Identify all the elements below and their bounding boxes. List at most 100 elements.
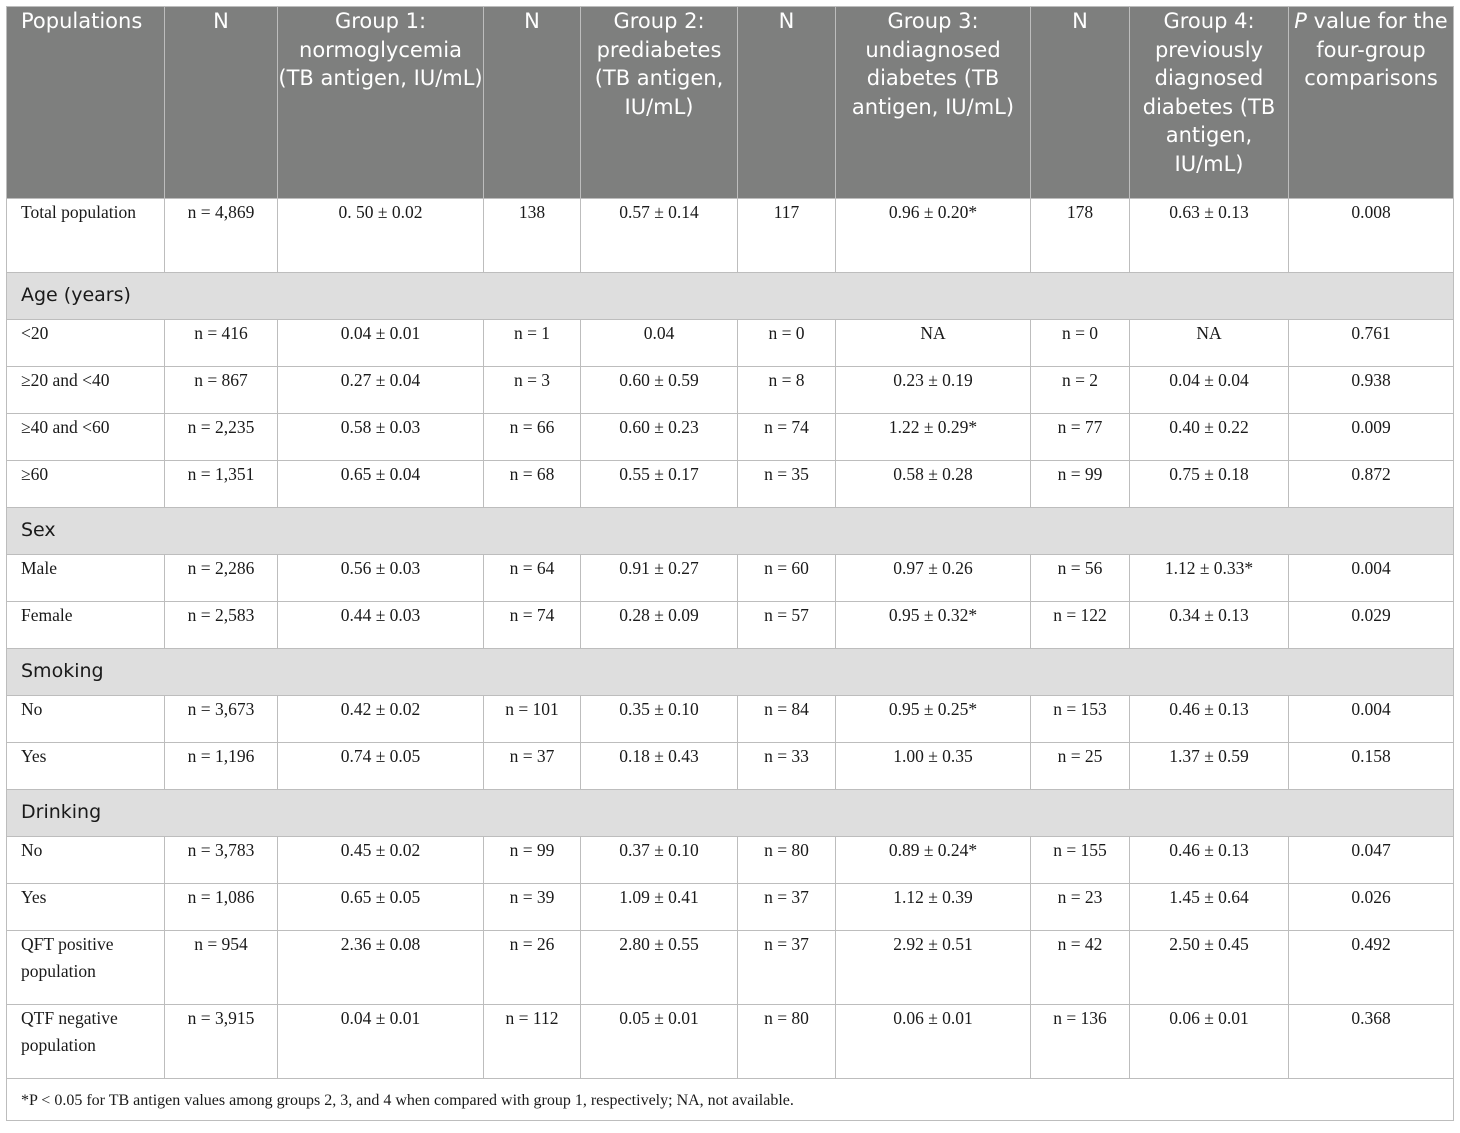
table-row: ≥40 and <60 n = 2,235 0.58 ± 0.03 n = 66 0.6… [6,413,1454,461]
cell-n-group1: n = 954 [164,930,278,1005]
cell-p-value: 0.004 [1288,554,1454,602]
cell-group4-value: 0.06 ± 0.01 [1129,1004,1289,1079]
cell-group3-value: 1.22 ± 0.29* [835,413,1031,461]
header-n-group3: N [737,6,836,199]
cell-group1-value: 0.74 ± 0.05 [277,742,484,790]
cell-group2-value: 2.80 ± 0.55 [580,930,738,1005]
cell-group1-value: 0.27 ± 0.04 [277,366,484,414]
cell-group1-value: 0.04 ± 0.01 [277,319,484,367]
cell-n-group2: n = 1 [483,319,581,367]
cell-group2-value: 0.37 ± 0.10 [580,836,738,884]
cell-group2-value: 0.60 ± 0.59 [580,366,738,414]
cell-n-group3: n = 80 [737,836,836,884]
cell-n-group4: n = 25 [1030,742,1130,790]
cell-n-group2: n = 99 [483,836,581,884]
cell-group4-value: 0.63 ± 0.13 [1129,198,1289,273]
cell-n-group4: n = 153 [1030,695,1130,743]
cell-population: ≥60 [6,460,165,508]
cell-n-group1: n = 1,086 [164,883,278,931]
table-row: Total population n = 4,869 0. 50 ± 0.02 138… [6,198,1454,273]
cell-n-group3: n = 35 [737,460,836,508]
cell-group2-value: 0.91 ± 0.27 [580,554,738,602]
cell-p-value: 0.029 [1288,601,1454,649]
cell-group3-value: 0.58 ± 0.28 [835,460,1031,508]
table-row: No n = 3,673 0.42 ± 0.02 n = 101 0.35 ± 0.10… [6,695,1454,743]
cell-population: ≥20 and <40 [6,366,165,414]
cell-population: Yes [6,742,165,790]
cell-n-group3: n = 57 [737,601,836,649]
cell-n-group4: n = 23 [1030,883,1130,931]
cell-n-group3: 117 [737,198,836,273]
header-group1: Group 1: normoglycemia (TB antigen, IU/m… [277,6,484,199]
cell-p-value: 0.872 [1288,460,1454,508]
cell-group1-value: 0.45 ± 0.02 [277,836,484,884]
cell-group2-value: 0.35 ± 0.10 [580,695,738,743]
table-body: Total population n = 4,869 0. 50 ± 0.02 138… [6,198,1454,1121]
cell-group1-value: 0.65 ± 0.04 [277,460,484,508]
cell-n-group4: n = 77 [1030,413,1130,461]
cell-group1-value: 0.65 ± 0.05 [277,883,484,931]
cell-n-group3: n = 8 [737,366,836,414]
cell-n-group3: n = 0 [737,319,836,367]
cell-group2-value: 0.60 ± 0.23 [580,413,738,461]
cell-p-value: 0.938 [1288,366,1454,414]
cell-n-group1: n = 867 [164,366,278,414]
cell-n-group1: n = 2,583 [164,601,278,649]
cell-population: Female [6,601,165,649]
cell-p-value: 0.008 [1288,198,1454,273]
cell-group3-value: 0.06 ± 0.01 [835,1004,1031,1079]
cell-n-group3: n = 74 [737,413,836,461]
cell-group4-value: 0.46 ± 0.13 [1129,695,1289,743]
cell-group2-value: 1.09 ± 0.41 [580,883,738,931]
cell-group4-value: 1.37 ± 0.59 [1129,742,1289,790]
cell-group3-value: 0.95 ± 0.32* [835,601,1031,649]
section-row: Drinking [6,789,1454,837]
cell-n-group4: n = 42 [1030,930,1130,1005]
cell-group1-value: 0.04 ± 0.01 [277,1004,484,1079]
cell-n-group1: n = 1,196 [164,742,278,790]
cell-group1-value: 0.58 ± 0.03 [277,413,484,461]
cell-n-group2: n = 66 [483,413,581,461]
cell-p-value: 0.158 [1288,742,1454,790]
cell-group4-value: 0.40 ± 0.22 [1129,413,1289,461]
cell-n-group4: n = 2 [1030,366,1130,414]
cell-population: QFT positive population [6,930,165,1005]
table-row: Female n = 2,583 0.44 ± 0.03 n = 74 0.28 ± 0… [6,601,1454,649]
section-row: Smoking [6,648,1454,696]
cell-p-value: 0.047 [1288,836,1454,884]
cell-n-group2: n = 112 [483,1004,581,1079]
tb-antigen-table: Populations N Group 1: normoglycemia (TB… [6,6,1454,1121]
cell-group4-value: 0.34 ± 0.13 [1129,601,1289,649]
cell-n-group2: 138 [483,198,581,273]
cell-n-group3: n = 84 [737,695,836,743]
cell-group3-value: 2.92 ± 0.51 [835,930,1031,1005]
cell-p-value: 0.026 [1288,883,1454,931]
cell-n-group1: n = 3,783 [164,836,278,884]
cell-group4-value: 0.04 ± 0.04 [1129,366,1289,414]
cell-population: ≥40 and <60 [6,413,165,461]
cell-group3-value: 0.96 ± 0.20* [835,198,1031,273]
cell-group3-value: 0.23 ± 0.19 [835,366,1031,414]
cell-n-group2: n = 68 [483,460,581,508]
cell-n-group1: n = 2,235 [164,413,278,461]
cell-population: Male [6,554,165,602]
cell-n-group3: n = 33 [737,742,836,790]
header-n-group4: N [1030,6,1130,199]
cell-group3-value: NA [835,319,1031,367]
table-row: ≥20 and <40 n = 867 0.27 ± 0.04 n = 3 0.60 ±… [6,366,1454,414]
cell-group1-value: 0.44 ± 0.03 [277,601,484,649]
cell-population: Total population [6,198,165,273]
cell-group2-value: 0.05 ± 0.01 [580,1004,738,1079]
cell-n-group2: n = 26 [483,930,581,1005]
cell-n-group1: n = 3,673 [164,695,278,743]
header-n-group2: N [483,6,581,199]
cell-n-group1: n = 1,351 [164,460,278,508]
cell-n-group1: n = 416 [164,319,278,367]
header-group2: Group 2: prediabetes (TB antigen, IU/mL) [580,6,738,199]
cell-n-group4: n = 99 [1030,460,1130,508]
footnote-row: *P < 0.05 for TB antigen values among gr… [6,1078,1454,1121]
table-row: QTF negative population n = 3,915 0.04 ± 0… [6,1004,1454,1079]
cell-group2-value: 0.18 ± 0.43 [580,742,738,790]
cell-group4-value: 1.45 ± 0.64 [1129,883,1289,931]
cell-n-group4: 178 [1030,198,1130,273]
